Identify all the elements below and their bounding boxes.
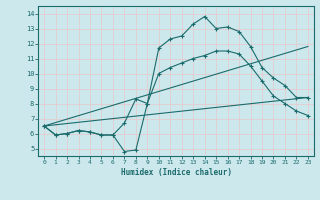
X-axis label: Humidex (Indice chaleur): Humidex (Indice chaleur) [121, 168, 231, 177]
